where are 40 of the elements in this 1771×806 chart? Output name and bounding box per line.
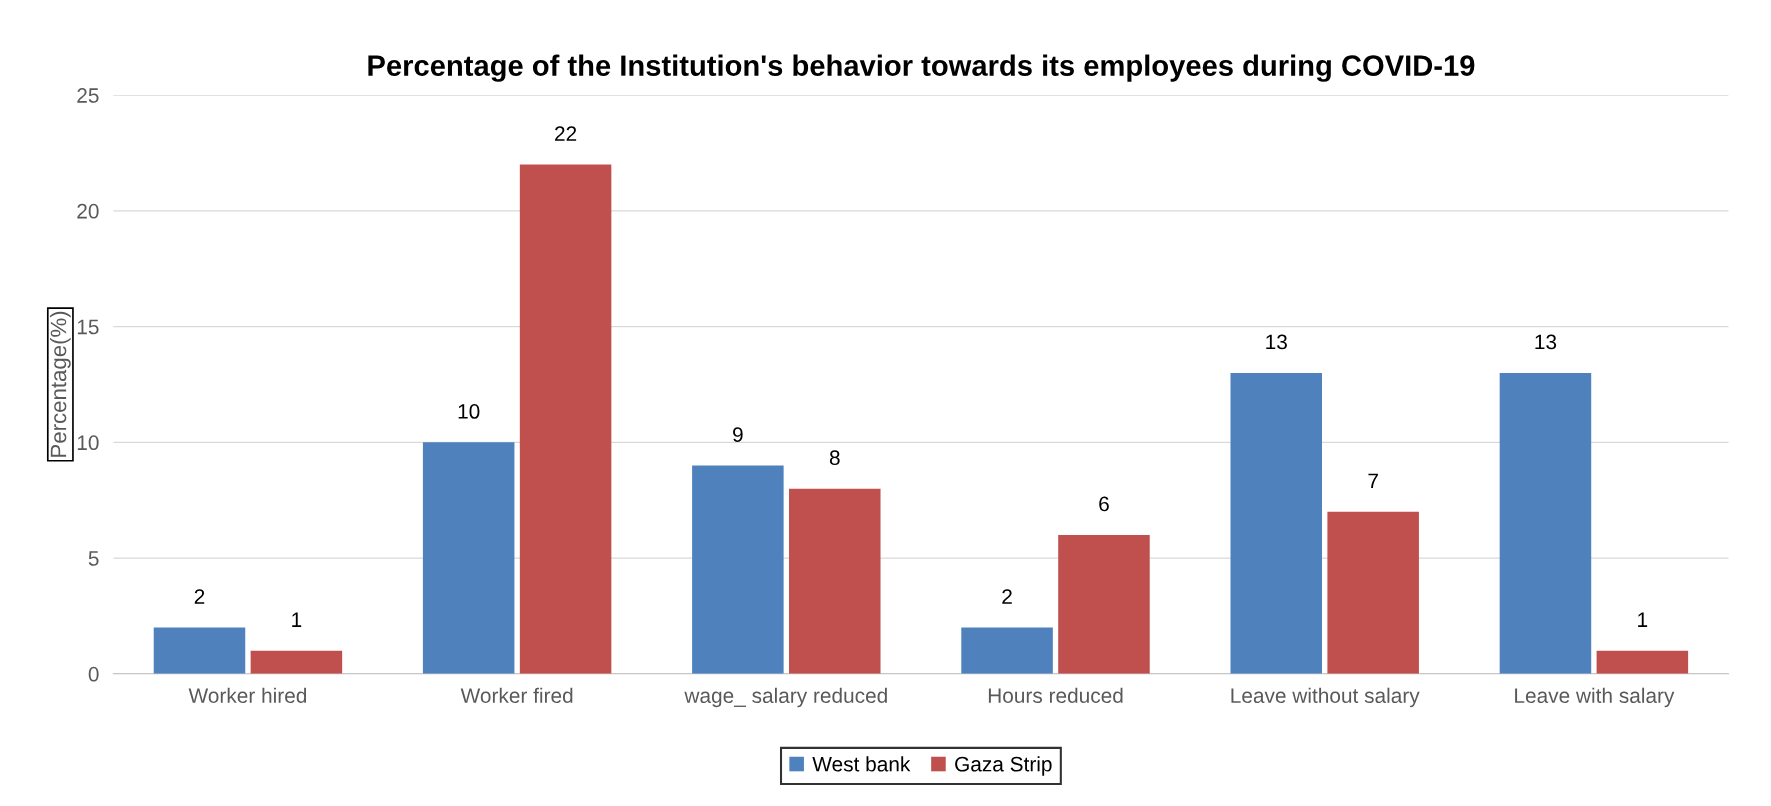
bar — [1499, 372, 1592, 674]
bar — [961, 627, 1053, 674]
data-label: 10 — [458, 404, 480, 419]
legend-label: West bank — [812, 756, 911, 772]
bar — [250, 650, 343, 674]
data-label: 1 — [292, 612, 302, 627]
data-label: 2 — [194, 589, 205, 604]
bar — [1058, 534, 1150, 674]
chart-title: Percentage of the Institution's behavior towards its employees during COVID-19 — [368, 54, 1475, 82]
data-label: 13 — [1266, 334, 1287, 350]
x-tick-label: Hours reduced — [988, 687, 1123, 704]
bar — [692, 465, 784, 674]
data-label: 13 — [1535, 334, 1557, 350]
bar — [519, 164, 612, 674]
x-tick-label: Worker fired — [460, 687, 573, 704]
bar — [153, 627, 246, 674]
data-label: 8 — [829, 450, 840, 466]
data-label: 6 — [1099, 496, 1109, 512]
data-label: 2 — [1002, 589, 1012, 604]
y-tick-label: 25 — [77, 88, 99, 103]
x-tick-label: wage_ salary reduced — [684, 687, 887, 708]
data-label: 7 — [1368, 473, 1378, 489]
data-label: 22 — [555, 126, 577, 141]
y-tick-label: 20 — [77, 203, 99, 219]
y-tick-label: 10 — [77, 435, 99, 451]
data-label: 9 — [733, 427, 743, 442]
bar — [789, 488, 881, 674]
y-tick-label: 0 — [88, 666, 99, 682]
y-tick-label: 5 — [88, 551, 99, 566]
x-tick-label: Worker hired — [188, 687, 307, 704]
x-tick-label: Leave without salary — [1231, 687, 1420, 708]
bar — [1230, 372, 1323, 674]
legend-label: Gaza Strip — [955, 756, 1052, 776]
data-label: 1 — [1638, 612, 1648, 627]
bar — [1596, 650, 1689, 674]
y-axis-title: Percentage(%) — [50, 311, 71, 457]
x-tick-label: Leave with salary — [1515, 687, 1675, 708]
bar — [1327, 511, 1419, 674]
bar — [422, 442, 515, 674]
y-tick-label: 15 — [77, 319, 99, 335]
